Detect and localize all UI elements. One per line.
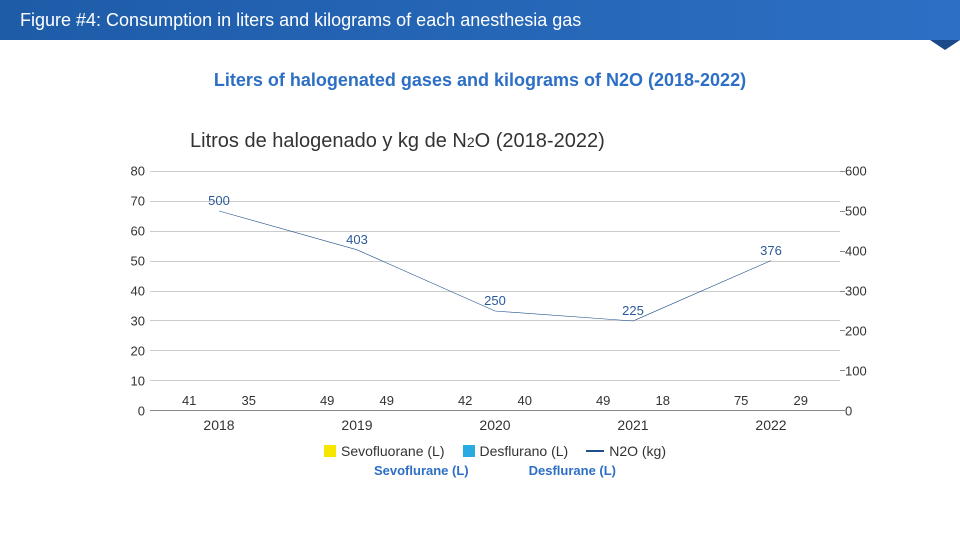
line-value-label: 500: [208, 193, 230, 208]
legend-sub-sevo: Sevoflurane (L): [374, 463, 469, 478]
chart-container: Litros de halogenado y kg de N2O (2018-2…: [100, 130, 890, 510]
legend-swatch-sevo: [324, 445, 336, 457]
ytick-right: 500: [845, 203, 880, 218]
ytick-right: 600: [845, 164, 880, 179]
legend: Sevofluorane (L) Desflurano (L) N2O (kg)…: [100, 443, 890, 478]
ytick-left: 0: [115, 404, 145, 419]
ytick-left: 50: [115, 254, 145, 269]
y-axis-left: 01020304050607080: [115, 171, 145, 411]
legend-item-n2o: N2O (kg): [586, 443, 666, 459]
xtick: 2021: [571, 417, 695, 433]
line-value-label: 250: [484, 293, 506, 308]
line-value-label: 376: [760, 243, 782, 258]
legend-item-des: Desflurano (L): [463, 443, 569, 459]
ytick-left: 80: [115, 164, 145, 179]
y-axis-right: 0100200300400500600: [845, 171, 880, 411]
xtick: 2019: [295, 417, 419, 433]
legend-sub-des: Desflurane (L): [529, 463, 616, 478]
chart-subtitle: Liters of halogenated gases and kilogram…: [0, 70, 960, 91]
ytick-right: 200: [845, 323, 880, 338]
ytick-right: 300: [845, 284, 880, 299]
legend-item-sevo: Sevofluorane (L): [324, 443, 445, 459]
line-series: [150, 171, 840, 411]
ytick-left: 60: [115, 224, 145, 239]
line-value-label: 225: [622, 303, 644, 318]
ytick-right: 100: [845, 364, 880, 379]
slide-header: Figure #4: Consumption in liters and kil…: [0, 0, 960, 40]
ytick-left: 70: [115, 194, 145, 209]
legend-swatch-des: [463, 445, 475, 457]
xtick: 2020: [433, 417, 557, 433]
ytick-left: 30: [115, 314, 145, 329]
legend-swatch-n2o: [586, 450, 604, 452]
ytick-left: 40: [115, 284, 145, 299]
ytick-left: 10: [115, 374, 145, 389]
slide-title: Figure #4: Consumption in liters and kil…: [20, 10, 581, 31]
ytick-right: 400: [845, 243, 880, 258]
ytick-right: 0: [845, 404, 880, 419]
line-value-label: 403: [346, 232, 368, 247]
xtick: 2022: [709, 417, 833, 433]
legend-label-des: Desflurano (L): [480, 443, 569, 459]
plot-title: Litros de halogenado y kg de N2O (2018-2…: [190, 130, 890, 153]
legend-label-n2o: N2O (kg): [609, 443, 666, 459]
legend-label-sevo: Sevofluorane (L): [341, 443, 445, 459]
xtick: 2018: [157, 417, 281, 433]
ytick-left: 20: [115, 344, 145, 359]
x-axis: 2018 2019 2020 2021 2022: [150, 411, 840, 431]
plot-area: 01020304050607080 0100200300400500600 41…: [150, 171, 840, 411]
header-fold-decoration: [930, 0, 960, 50]
